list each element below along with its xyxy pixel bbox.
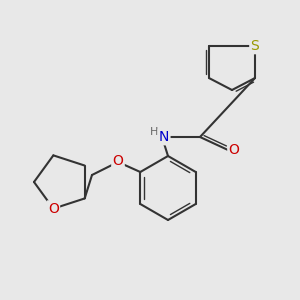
Text: O: O — [48, 202, 59, 216]
Text: O: O — [229, 143, 239, 157]
Text: N: N — [159, 130, 169, 144]
Text: O: O — [112, 154, 123, 168]
Text: S: S — [250, 39, 259, 53]
Text: H: H — [150, 127, 158, 137]
